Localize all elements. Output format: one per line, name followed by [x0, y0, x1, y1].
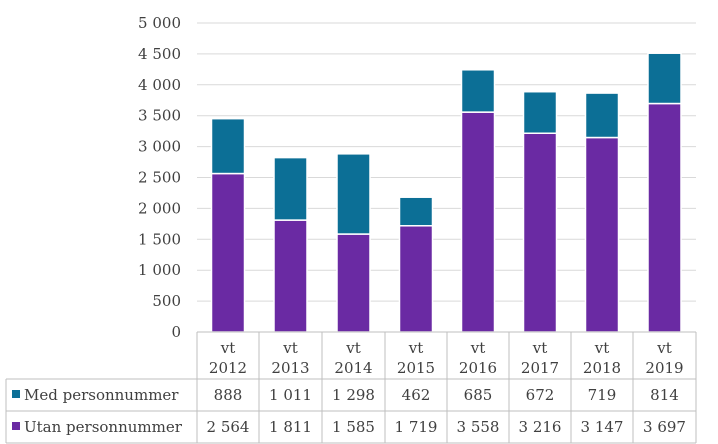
table-value: 462	[402, 386, 431, 404]
y-tick-label: 500	[152, 292, 181, 310]
x-category-label: vt	[470, 339, 486, 357]
table-value: 3 558	[457, 418, 500, 436]
x-category-label: vt	[220, 339, 236, 357]
y-tick-label: 2 500	[138, 169, 181, 187]
legend-swatch	[12, 422, 20, 430]
bar-segment	[210, 172, 246, 333]
x-category-label: vt	[594, 339, 610, 357]
x-category-label: 2013	[271, 359, 309, 377]
bar-segment	[647, 102, 682, 333]
y-tick-label: 1 000	[138, 261, 181, 279]
table-value: 814	[650, 386, 679, 404]
x-category-label: vt	[408, 339, 424, 357]
data-table: vt 2012 vt 2013 vt 2014 vt 2015 vt 2016 vt 2017 vt 20…	[5, 331, 697, 444]
bar-segment	[210, 117, 246, 175]
y-tick-label: 3 000	[138, 138, 181, 156]
x-category-label: 2017	[521, 359, 559, 377]
x-category-label: 2014	[334, 359, 372, 377]
y-tick-label: 5 000	[138, 14, 181, 32]
table-value: 3 697	[643, 418, 686, 436]
x-category-label: 2016	[459, 359, 497, 377]
bar-segment	[398, 196, 434, 227]
y-tick-label: 4 500	[138, 45, 181, 63]
table-value: 3 147	[581, 418, 624, 436]
x-category-label: vt	[282, 339, 298, 357]
legend-series-name: Med personnummer	[24, 386, 179, 404]
x-category-label: vt	[656, 339, 672, 357]
x-category-label: vt	[532, 339, 548, 357]
bar-segment	[584, 136, 620, 333]
bar-segment	[460, 111, 496, 333]
bar-segment	[336, 233, 371, 333]
legend-series-name: Utan personnummer	[24, 418, 183, 436]
y-axis-tick-labels: 0 500 1 000 1 500 2 000 2 500 3 000 3 500 4 000 4…	[138, 14, 181, 341]
table-value: 1 811	[269, 418, 312, 436]
y-tick-label: 4 000	[138, 76, 181, 94]
y-tick-label: 2 000	[138, 199, 181, 217]
table-value: 1 011	[269, 386, 312, 404]
bar-segment	[522, 90, 558, 135]
bar-segment	[522, 132, 558, 333]
bar-segment	[273, 156, 308, 221]
legend-swatch	[12, 390, 20, 398]
table-value: 1 298	[332, 386, 375, 404]
bar-segment	[398, 225, 434, 333]
x-category-label: 2012	[209, 359, 247, 377]
x-category-label: 2015	[397, 359, 435, 377]
bar-segment	[584, 92, 620, 139]
table-value: 685	[464, 386, 493, 404]
bar-segment	[460, 69, 496, 113]
table-value: 672	[526, 386, 555, 404]
gridlines	[197, 22, 696, 333]
table-value: 888	[214, 386, 243, 404]
y-tick-label: 3 500	[138, 107, 181, 125]
table-value: 2 564	[207, 418, 250, 436]
table-value: 3 216	[519, 418, 562, 436]
x-category-label: 2018	[583, 359, 621, 377]
y-tick-label: 1 500	[138, 230, 181, 248]
table-value: 719	[588, 386, 617, 404]
bar-segment	[647, 52, 682, 105]
x-category-label: 2019	[645, 359, 683, 377]
bars	[210, 52, 682, 333]
table-value: 1 585	[332, 418, 375, 436]
x-category-label: vt	[345, 339, 361, 357]
y-tick-label: 0	[171, 323, 181, 341]
bar-segment	[336, 153, 371, 235]
bar-segment	[273, 219, 308, 333]
table-value: 1 719	[395, 418, 438, 436]
